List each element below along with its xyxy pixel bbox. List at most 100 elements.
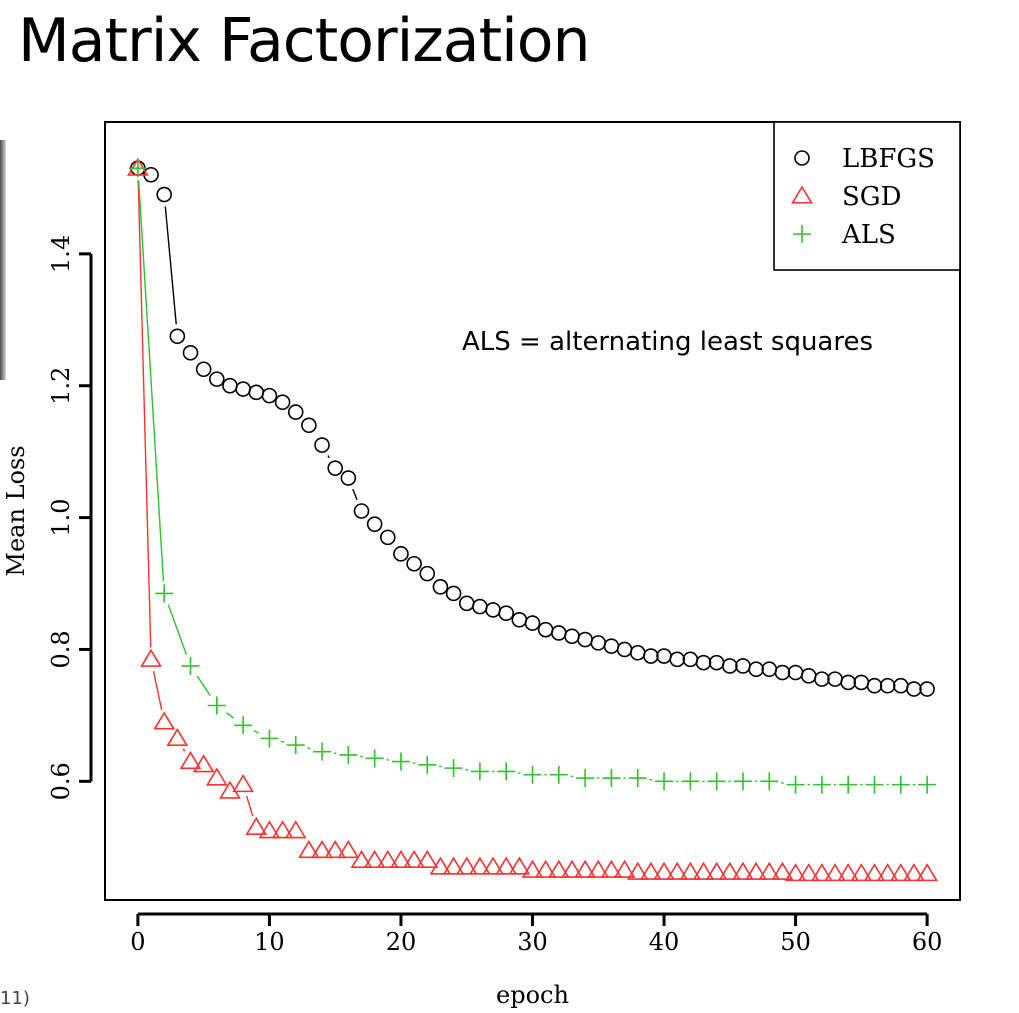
series-als-point [313, 742, 332, 761]
x-tick-label: 0 [130, 928, 145, 956]
series-lbfgs-point [327, 460, 343, 476]
series-als-point [391, 752, 410, 771]
series-lbfgs [130, 160, 935, 697]
series-als-point [260, 729, 279, 748]
legend-marker-sgd [791, 185, 813, 204]
series-lbfgs-point [485, 602, 501, 618]
series-lbfgs-point [393, 546, 409, 562]
series-sgd-point [429, 856, 452, 875]
series-lbfgs-point [380, 529, 396, 546]
series-sgd-point [495, 856, 518, 875]
series-lbfgs-point [366, 516, 383, 532]
series-als-point [628, 769, 647, 788]
series-sgd-point [613, 859, 636, 878]
series-als-point [918, 775, 937, 794]
series-sgd-point [784, 863, 807, 882]
series-sgd-point [350, 849, 373, 868]
series-als-point [681, 772, 700, 791]
y-tick-label: 0.8 [47, 630, 75, 668]
series-sgd-point [679, 861, 702, 880]
series-sgd-point [508, 856, 531, 875]
series-als-segment [280, 740, 285, 743]
series-sgd-point [732, 861, 754, 880]
series-lbfgs-point [182, 344, 199, 361]
series-als-point [891, 775, 910, 794]
series-layer [127, 157, 938, 882]
series-sgd-point [166, 727, 189, 747]
legend: LBFGS SGD ALS [773, 121, 961, 271]
series-sgd-point [284, 820, 307, 839]
series-lbfgs-point [787, 664, 804, 681]
series-sgd-point [903, 863, 925, 882]
series-als-segment [307, 747, 311, 750]
slide-edge-decoration [0, 140, 6, 380]
series-lbfgs-point [458, 595, 475, 612]
y-tick-label: 1.0 [47, 499, 75, 537]
series-sgd-segment [182, 748, 186, 752]
series-als-point [286, 736, 305, 755]
series-lbfgs-point [695, 654, 712, 671]
series-sgd-point [626, 861, 649, 880]
series-als-segment [225, 712, 234, 719]
series-lbfgs-point [472, 598, 488, 615]
series-sgd-segment [137, 180, 152, 648]
series-lbfgs-point [577, 631, 593, 648]
series-lbfgs-point [919, 681, 935, 697]
series-sgd-point [561, 859, 583, 878]
series-als-point [497, 762, 516, 781]
plot-frame [104, 121, 961, 901]
series-lbfgs-point [156, 186, 172, 203]
x-tick-label: 30 [517, 928, 548, 956]
series-lbfgs-point [893, 677, 909, 694]
series-als-segment [196, 675, 211, 696]
series-lbfgs-point [564, 628, 580, 645]
series-als-point [602, 769, 621, 788]
y-axis-title: Mean Loss [2, 445, 30, 576]
series-lbfgs-point [735, 658, 751, 674]
x-axis-title: epoch [496, 981, 569, 1009]
legend-box [773, 121, 961, 271]
series-als-point [707, 772, 726, 791]
series-lbfgs-point [590, 635, 607, 651]
series-sgd-point [376, 849, 399, 868]
series-als-point [865, 775, 884, 794]
series-sgd-point [311, 839, 333, 859]
series-sgd-point [390, 849, 412, 868]
series-sgd-point [232, 774, 254, 793]
y-tick-label: 0.6 [47, 762, 75, 800]
series-lbfgs-segment [352, 488, 358, 501]
series-lbfgs-point [643, 648, 659, 664]
series-sgd-point [692, 861, 715, 880]
series-lbfgs-point [248, 384, 265, 401]
series-sgd-point [705, 861, 728, 880]
series-als-point [207, 696, 226, 715]
series-sgd-point [363, 849, 386, 868]
x-tick-label: 40 [649, 928, 680, 956]
series-als-point [812, 775, 831, 794]
series-als-point [181, 656, 200, 675]
series-als-segment [167, 604, 188, 655]
series-als-point [418, 755, 437, 774]
series-als-point [576, 769, 595, 788]
series-lbfgs-point [853, 674, 870, 691]
series-lbfgs-point [722, 658, 738, 674]
x-tick-label: 10 [254, 928, 285, 956]
series-sgd-point [337, 839, 360, 859]
series-lbfgs-point [748, 661, 764, 678]
y-tick-label: 1.4 [47, 235, 75, 273]
series-lbfgs-point [274, 394, 291, 411]
series-als-point [523, 765, 542, 784]
series-als-point [760, 772, 779, 791]
series-sgd-point [416, 849, 439, 868]
series-sgd-point [298, 839, 320, 859]
series-lbfgs-point [235, 381, 251, 397]
series-sgd-point [245, 816, 268, 836]
series-lbfgs-point [511, 611, 528, 628]
series-sgd-point [271, 820, 294, 839]
series-lbfgs-point [840, 674, 856, 691]
series-sgd-point [324, 839, 347, 859]
series-sgd-point [521, 859, 544, 878]
series-lbfgs-point [340, 470, 357, 486]
chart-annotation: ALS = alternating least squares [462, 327, 873, 357]
series-lbfgs-point [669, 651, 685, 668]
